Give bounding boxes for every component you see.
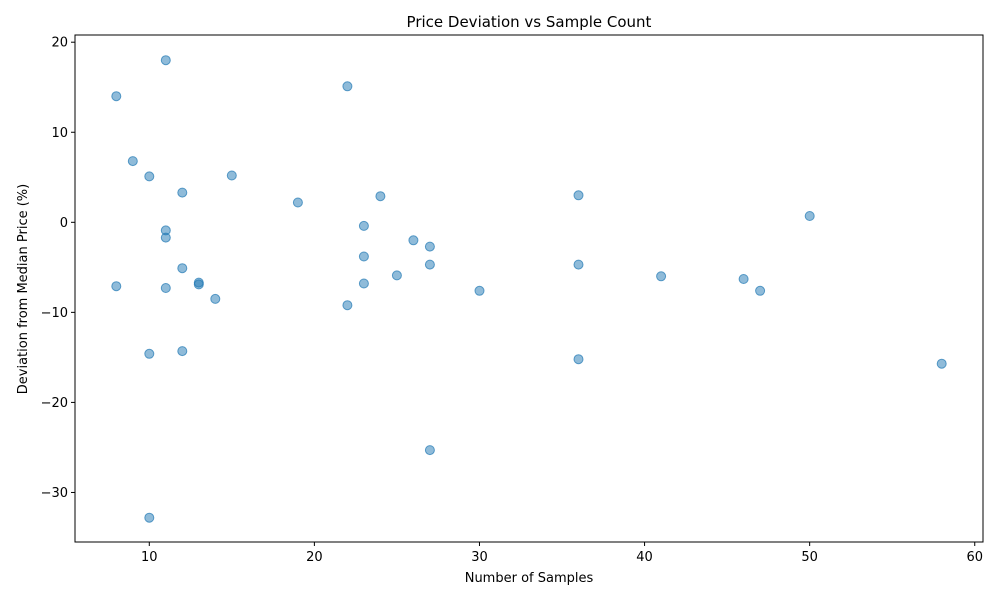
data-point-22 <box>738 274 749 284</box>
data-point-21 <box>656 271 667 282</box>
data-point-13 <box>160 232 171 243</box>
data-point-5 <box>226 170 237 181</box>
x-axis-label: Number of Samples <box>465 571 594 586</box>
y-axis-label: Deviation from Median Price (%) <box>16 184 31 394</box>
data-point-37 <box>144 512 155 523</box>
data-point-35 <box>936 358 947 369</box>
data-points <box>111 55 947 523</box>
data-point-33 <box>144 348 155 359</box>
data-point-20 <box>391 270 402 281</box>
y-axis-ticks: −30 −20 −10 0 10 20 <box>41 36 75 501</box>
data-point-31 <box>342 300 353 311</box>
data-point-6 <box>177 187 188 198</box>
y-tick-label: 10 <box>51 126 68 141</box>
x-tick-label: 60 <box>966 550 983 565</box>
data-point-16 <box>358 251 369 262</box>
data-point-15 <box>424 241 435 252</box>
data-point-4 <box>144 171 155 182</box>
data-point-10 <box>804 211 815 221</box>
data-point-30 <box>210 293 221 304</box>
y-tick-label: −10 <box>41 306 68 321</box>
data-point-1 <box>111 91 122 102</box>
chart-title: Price Deviation vs Sample Count <box>407 13 652 31</box>
data-point-18 <box>573 259 584 270</box>
data-point-9 <box>573 190 584 201</box>
x-tick-label: 30 <box>471 550 488 565</box>
x-tick-label: 50 <box>801 550 818 565</box>
data-point-2 <box>342 81 353 92</box>
data-point-3 <box>127 156 138 167</box>
x-tick-label: 10 <box>141 550 158 565</box>
y-tick-label: −30 <box>41 486 68 501</box>
data-point-11 <box>358 220 369 231</box>
data-point-24 <box>193 279 204 290</box>
data-point-7 <box>292 197 303 208</box>
data-point-34 <box>573 354 584 365</box>
data-point-14 <box>408 235 419 246</box>
data-point-26 <box>111 281 122 292</box>
data-point-19 <box>177 263 188 274</box>
y-tick-label: 0 <box>60 216 68 231</box>
data-point-8 <box>375 191 386 202</box>
data-point-32 <box>177 346 188 357</box>
data-point-17 <box>424 259 435 270</box>
data-point-36 <box>424 445 435 456</box>
data-point-0 <box>160 55 171 66</box>
x-tick-label: 40 <box>636 550 653 565</box>
x-axis-ticks: 10 20 30 40 50 60 <box>141 542 983 565</box>
plot-frame <box>74 34 984 543</box>
data-point-27 <box>160 283 171 293</box>
y-tick-label: 20 <box>51 36 68 51</box>
data-point-28 <box>474 285 485 296</box>
y-tick-label: −20 <box>41 396 68 411</box>
data-point-25 <box>358 278 369 289</box>
data-point-29 <box>755 285 766 296</box>
x-tick-label: 20 <box>306 550 323 565</box>
